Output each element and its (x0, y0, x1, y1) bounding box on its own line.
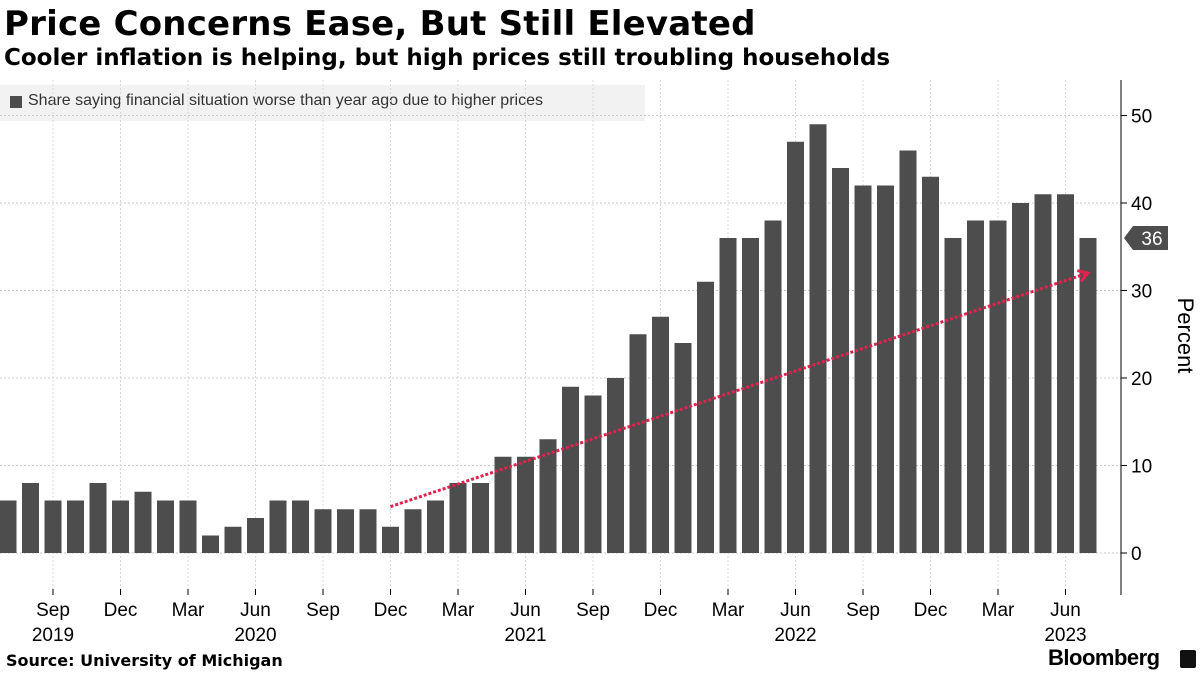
y-axis-title: Percent (1173, 298, 1198, 374)
x-tick-label: Jun (1050, 600, 1081, 621)
x-tick-label: Mar (442, 600, 475, 621)
bar (472, 483, 489, 553)
bar (967, 220, 984, 553)
bar (247, 518, 264, 553)
bar (427, 500, 444, 553)
bar (112, 500, 129, 553)
bar (89, 483, 107, 553)
bar (0, 500, 17, 553)
bar (517, 456, 534, 553)
bar (202, 535, 219, 553)
x-tick-label: Jun (240, 600, 271, 621)
bar (449, 483, 467, 553)
x-tick-label: Jun (780, 600, 811, 621)
x-tick-label: Mar (982, 600, 1015, 621)
bar (877, 185, 894, 553)
bar (337, 509, 354, 553)
last-value-label: 36 (1141, 229, 1162, 250)
x-year-label: 2019 (32, 625, 74, 646)
bar (539, 439, 557, 553)
bar (652, 316, 669, 553)
y-tick-label: 30 (1131, 282, 1152, 303)
bar (382, 526, 399, 553)
x-year-label: 2020 (234, 625, 276, 646)
bar (674, 343, 692, 553)
bar (359, 509, 377, 553)
x-tick-label: Mar (712, 600, 745, 621)
bar (1012, 203, 1029, 553)
bar (1034, 194, 1052, 553)
bar (989, 220, 1007, 553)
trend-arrow-line (390, 271, 1089, 509)
brand-mark-icon (1180, 650, 1196, 668)
bar (1079, 238, 1097, 553)
bar (179, 500, 197, 553)
bar (224, 526, 242, 553)
bar (719, 238, 737, 553)
bar (809, 124, 827, 553)
bar (742, 238, 759, 553)
x-tick-label: Sep (846, 600, 880, 621)
bar (292, 500, 309, 553)
x-year-label: 2021 (504, 625, 546, 646)
bar (44, 500, 62, 553)
bar (607, 378, 624, 553)
y-tick-label: 40 (1131, 194, 1152, 215)
bar (562, 386, 579, 553)
y-tick-label: 10 (1131, 457, 1152, 478)
x-tick-label: Dec (374, 600, 408, 621)
last-value-tag (1124, 226, 1168, 250)
bar (899, 150, 917, 553)
bar (1057, 194, 1074, 553)
chart-title: Price Concerns Ease, But Still Elevated (4, 4, 756, 44)
y-tick-label: 20 (1131, 369, 1152, 390)
bar (629, 334, 647, 553)
bar (404, 509, 422, 553)
bar (22, 483, 39, 553)
bar (944, 238, 962, 553)
y-tick-label: 0 (1131, 544, 1142, 565)
chart-subtitle: Cooler inflation is helping, but high pr… (4, 45, 891, 71)
x-year-label: 2022 (774, 625, 816, 646)
x-tick-label: Jun (510, 600, 541, 621)
bar (697, 281, 714, 553)
y-tick-label: 50 (1131, 107, 1152, 128)
brand-logo: Bloomberg (1048, 645, 1160, 670)
x-tick-label: Dec (104, 600, 138, 621)
x-tick-label: Sep (306, 600, 340, 621)
bar (269, 500, 287, 553)
bar (832, 168, 849, 553)
bar (854, 185, 872, 553)
x-tick-label: Mar (172, 600, 205, 621)
x-tick-label: Sep (36, 600, 70, 621)
bar (787, 141, 804, 553)
bar (494, 456, 512, 553)
x-year-label: 2023 (1044, 625, 1086, 646)
trend-arrow-head (1076, 269, 1091, 283)
bar (314, 509, 332, 553)
legend-label: Share saying financial situation worse t… (28, 92, 543, 109)
bar (157, 500, 174, 553)
bar (764, 220, 782, 553)
x-tick-label: Dec (644, 600, 678, 621)
x-tick-label: Sep (576, 600, 610, 621)
x-tick-label: Dec (914, 600, 948, 621)
bar (922, 176, 939, 553)
bar (134, 491, 152, 553)
bar (584, 395, 602, 553)
legend-swatch (10, 96, 22, 108)
source-note: Source: University of Michigan (6, 651, 283, 670)
bar (67, 500, 84, 553)
